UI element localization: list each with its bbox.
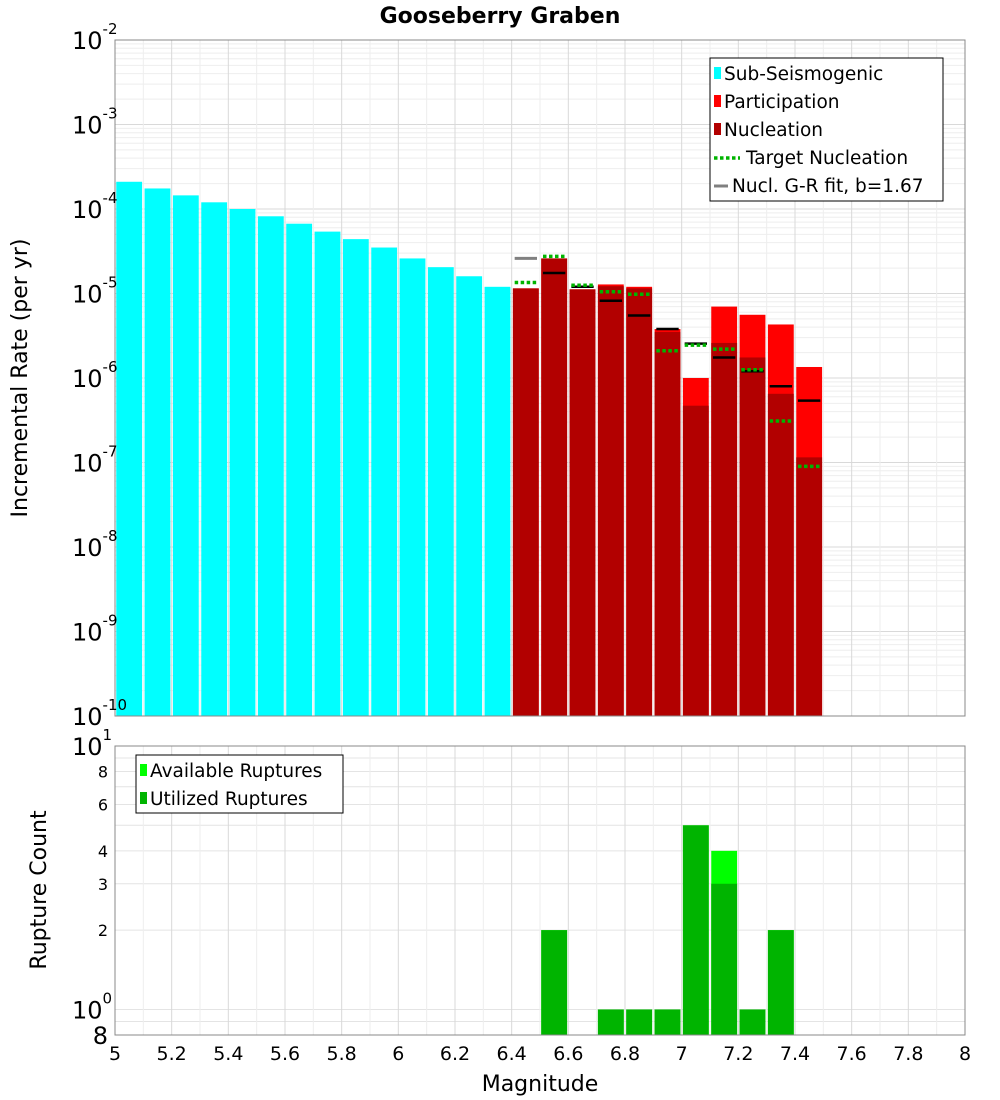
y-tick-label: 8 [93, 1022, 108, 1050]
x-tick-label: 5.2 [157, 1043, 187, 1065]
bottom-legend: Available Ruptures Utilized Ruptures [135, 754, 344, 814]
y-tick-label: 10-6 [72, 358, 118, 393]
bar-nucleation [711, 342, 738, 716]
legend-label-available-ruptures: Available Ruptures [150, 761, 322, 782]
x-tick-label: 5 [109, 1043, 121, 1065]
legend-label-participation: Participation [724, 92, 840, 113]
x-tick-label: 7.6 [837, 1043, 867, 1065]
legend-swatch-nucleation [714, 123, 721, 135]
y-tick-label: 10-8 [72, 527, 118, 562]
y-tick-label: 10-5 [72, 274, 118, 309]
y-tick-label: 10-2 [72, 20, 118, 55]
bar-sub-seismogenic [399, 258, 426, 716]
bar-nucleation [682, 405, 709, 716]
legend-label-nucleation: Nucleation [724, 120, 823, 141]
y-tick-label: 10-9 [72, 612, 118, 647]
top-grid [114, 40, 966, 717]
top-bars [116, 181, 823, 717]
bar-nucleation [626, 288, 653, 716]
legend-swatch-utilized-ruptures [140, 792, 147, 804]
bar-sub-seismogenic [229, 209, 256, 716]
x-tick-label: 7.2 [723, 1043, 753, 1065]
legend-label-gr-fit: Nucl. G-R fit, b=1.67 [732, 176, 924, 197]
legend-label-target-nucleation: Target Nucleation [745, 148, 908, 169]
bar-utilized-ruptures [626, 1009, 653, 1035]
legend-swatch-participation [714, 95, 721, 107]
bar-utilized-ruptures [654, 1009, 681, 1035]
x-tick-label: 7 [676, 1043, 688, 1065]
bar-nucleation [569, 289, 596, 716]
bar-sub-seismogenic [116, 181, 143, 717]
x-tick-label: 6.4 [497, 1043, 527, 1065]
x-tick-label: 6.2 [440, 1043, 470, 1065]
bar-nucleation [597, 286, 624, 716]
y-tick-label: 10-7 [72, 443, 118, 478]
bar-sub-seismogenic [286, 223, 313, 716]
x-tick-label: 5.6 [270, 1043, 300, 1065]
legend-swatch-sub-seismogenic [714, 67, 721, 79]
bar-utilized-ruptures [682, 825, 709, 1035]
top-y-axis-label: Incremental Rate (per yr) [8, 239, 33, 518]
legend-label-sub-seismogenic: Sub-Seismogenic [724, 64, 883, 85]
top-legend: Sub-Seismogenic Participation Nucleation… [709, 57, 944, 202]
bar-sub-seismogenic [172, 195, 199, 717]
x-tick-label: 5.4 [213, 1043, 243, 1065]
bar-sub-seismogenic [484, 286, 511, 716]
bottom-y-axis-label: Rupture Count [27, 810, 52, 970]
bar-sub-seismogenic [342, 239, 369, 717]
x-tick-label: 7.4 [780, 1043, 810, 1065]
bar-utilized-ruptures [711, 883, 738, 1035]
y-tick-label: 10-3 [72, 105, 118, 140]
bottom-bars [541, 825, 794, 1035]
bar-sub-seismogenic [314, 231, 341, 716]
x-tick-label: 7.8 [893, 1043, 923, 1065]
top-y-ticks: 10-2 10-3 10-4 10-5 10-6 10-7 10-8 10-9 10-10 [72, 20, 127, 731]
top-legend-box [709, 57, 944, 202]
top-plot-frame [114, 39, 966, 717]
bar-nucleation [512, 288, 539, 716]
bar-utilized-ruptures [767, 930, 794, 1035]
bar-nucleation [541, 258, 568, 716]
legend-label-utilized-ruptures: Utilized Ruptures [150, 789, 308, 810]
bottom-legend-box [135, 754, 344, 814]
x-tick-label: 6.6 [553, 1043, 583, 1065]
bar-nucleation [654, 332, 681, 716]
bar-sub-seismogenic [456, 276, 483, 716]
x-axis-label: Magnitude [482, 1072, 599, 1097]
y-tick-label: 6 [98, 795, 108, 814]
x-tick-label: 6 [392, 1043, 404, 1065]
y-tick-label: 4 [98, 842, 108, 861]
bar-nucleation [767, 393, 794, 716]
y-tick-label: 3 [98, 875, 108, 894]
y-tick-label: 10-10 [72, 696, 127, 731]
y-tick-label: 2 [98, 921, 108, 940]
bar-utilized-ruptures [739, 1009, 766, 1035]
y-tick-label: 8 [98, 763, 108, 782]
bar-sub-seismogenic [201, 202, 228, 716]
bar-sub-seismogenic [144, 188, 171, 717]
bar-utilized-ruptures [597, 1009, 624, 1035]
y-tick-label: 100 [72, 989, 112, 1024]
bottom-plot-frame [114, 745, 966, 1036]
bar-nucleation [796, 457, 823, 716]
chart-title: Gooseberry Graben [380, 4, 621, 29]
x-ticks: 5 5.2 5.4 5.6 5.8 6 6.2 6.4 6.6 6.8 7 7.2 7.4 7.6 7.8 8 [109, 1043, 971, 1065]
bar-nucleation [739, 357, 766, 716]
x-tick-label: 5.8 [327, 1043, 357, 1065]
bar-utilized-ruptures [541, 930, 568, 1035]
y-tick-label: 101 [72, 726, 112, 761]
y-tick-label: 10-4 [72, 189, 118, 224]
x-tick-label: 8 [959, 1043, 971, 1065]
bar-sub-seismogenic [371, 247, 398, 716]
legend-swatch-available-ruptures [140, 764, 147, 776]
bar-sub-seismogenic [257, 216, 284, 717]
bar-sub-seismogenic [427, 267, 454, 716]
x-tick-label: 6.8 [610, 1043, 640, 1065]
